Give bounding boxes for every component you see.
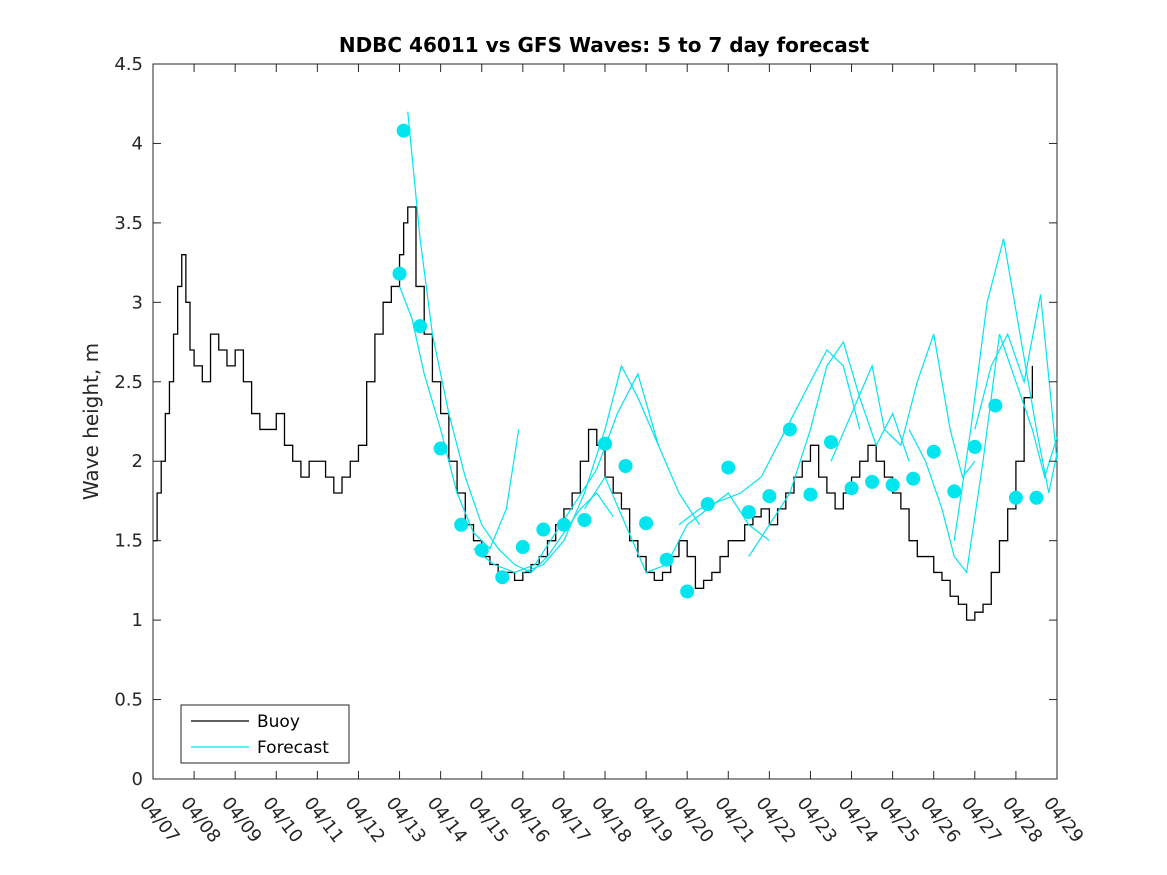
forecast-point: [967, 439, 982, 454]
forecast-line: [522, 364, 701, 574]
y-tick-label: 3: [132, 292, 143, 313]
forecast-point: [598, 436, 612, 451]
forecast-point: [885, 478, 900, 493]
forecast-point: [865, 474, 880, 489]
forecast-point: [515, 540, 530, 555]
buoy-series: [153, 206, 1033, 621]
forecast-line: [953, 238, 1058, 541]
y-tick-label: 1: [132, 610, 143, 631]
forecast-point: [844, 481, 859, 496]
forecast-markers: [392, 123, 1044, 599]
forecast-point: [659, 552, 674, 567]
forecast-point: [947, 484, 962, 499]
y-tick-label: 2: [132, 451, 143, 472]
forecast-point: [536, 522, 551, 537]
forecast-point: [1029, 490, 1044, 505]
forecast-point: [392, 266, 407, 281]
forecast-point: [413, 319, 428, 334]
legend-forecast-label: Forecast: [257, 738, 329, 758]
y-tick-label: 3.5: [114, 213, 143, 234]
legend-box: [180, 704, 350, 764]
y-axis-label: Wave height, m: [79, 343, 103, 500]
legend-buoy-label: Buoy: [257, 712, 300, 732]
y-tick-label: 2.5: [114, 372, 143, 393]
y-tick-label: 4.5: [114, 54, 143, 75]
plot-area: [152, 63, 1058, 780]
forecast-point: [988, 398, 1003, 413]
forecast-point: [454, 517, 469, 532]
forecast-line: [473, 372, 659, 574]
forecast-point: [495, 570, 510, 585]
axes-box: [152, 63, 1058, 780]
forecast-point: [762, 489, 777, 504]
y-tick-label: 0: [132, 769, 143, 790]
forecast-line: [974, 294, 1058, 462]
forecast-line: [398, 286, 520, 550]
legend: Buoy Forecast: [180, 704, 350, 764]
forecast-point: [639, 516, 654, 531]
forecast-line: [908, 333, 1058, 574]
forecast-point: [926, 444, 941, 459]
forecast-point: [782, 422, 797, 437]
forecast-line: [830, 333, 976, 479]
forecast-line: [407, 111, 614, 574]
y-tick-label: 4: [132, 133, 143, 154]
chart-title: NDBC 46011 vs GFS Waves: 5 to 7 day fore…: [339, 33, 870, 57]
y-tick-label: 0.5: [114, 690, 143, 711]
forecast-point: [906, 471, 921, 486]
forecast-point: [577, 513, 592, 528]
forecast-series: [398, 111, 1058, 574]
forecast-point: [474, 543, 489, 558]
y-tick-label: 1.5: [114, 531, 143, 552]
forecast-point: [680, 584, 695, 599]
forecast-point: [824, 435, 838, 450]
forecast-point: [741, 505, 756, 520]
forecast-point: [433, 441, 448, 456]
forecast-point: [1008, 490, 1023, 505]
buoy-line: [153, 206, 1033, 621]
y-axis: 0 0.5 1 1.5 2 2.5 3 3.5 4 4.5: [114, 54, 1057, 790]
forecast-point: [803, 487, 818, 502]
forecast-point: [396, 123, 411, 138]
forecast-point: [700, 497, 715, 512]
forecast-point: [556, 517, 571, 532]
forecast-point: [721, 460, 736, 475]
forecast-point: [618, 458, 633, 473]
forecast-line: [583, 475, 770, 574]
